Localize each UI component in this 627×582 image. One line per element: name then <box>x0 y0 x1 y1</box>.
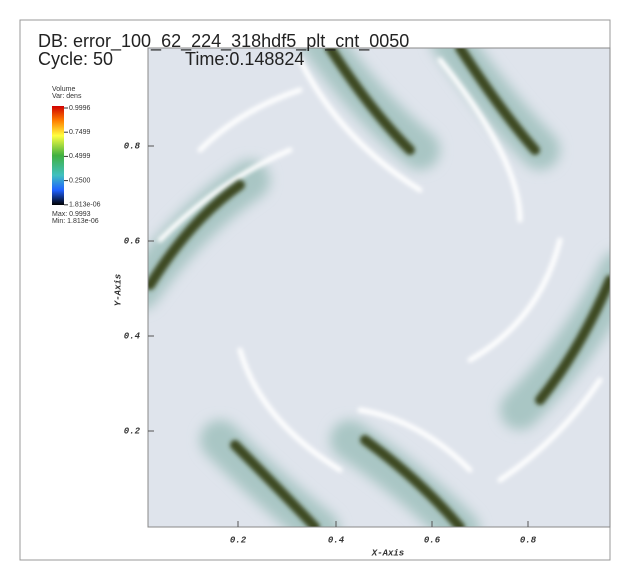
field <box>148 48 610 527</box>
plot-border <box>147 47 611 528</box>
colorbar <box>52 106 64 205</box>
cycle: Cycle: 50 <box>38 49 113 69</box>
x-tick-label: 0.2 <box>230 535 247 545</box>
legend-variable: Var: dens <box>52 93 82 100</box>
y-tick-label: 0.8 <box>124 141 141 151</box>
x-tick-label: 0.6 <box>424 535 441 545</box>
legend-min: Min: 1.813e-06 <box>52 218 99 225</box>
legend-label: 0.4999 <box>69 153 91 160</box>
y-axis-title: Y-Axis <box>113 274 123 306</box>
y-tick-label: 0.4 <box>124 331 141 341</box>
y-tick-label: 0.2 <box>124 426 141 436</box>
y-tick-label: 0.6 <box>124 236 141 246</box>
legend-label: 0.7499 <box>69 129 91 136</box>
x-axis-title: X-Axis <box>371 548 404 558</box>
time: Time:0.148824 <box>185 49 304 69</box>
legend-label: 0.9996 <box>69 105 91 112</box>
x-tick-label: 0.8 <box>520 535 537 545</box>
legend-name: Volume <box>52 86 75 93</box>
title: DB: error_100_62_224_318hdf5_plt_cnt_005… <box>38 31 409 52</box>
legend-max: Max: 0.9993 <box>52 211 91 218</box>
legend-label: 1.813e-06 <box>69 202 101 209</box>
x-tick-label: 0.4 <box>328 535 345 545</box>
legend-label: 0.2500 <box>69 177 91 184</box>
